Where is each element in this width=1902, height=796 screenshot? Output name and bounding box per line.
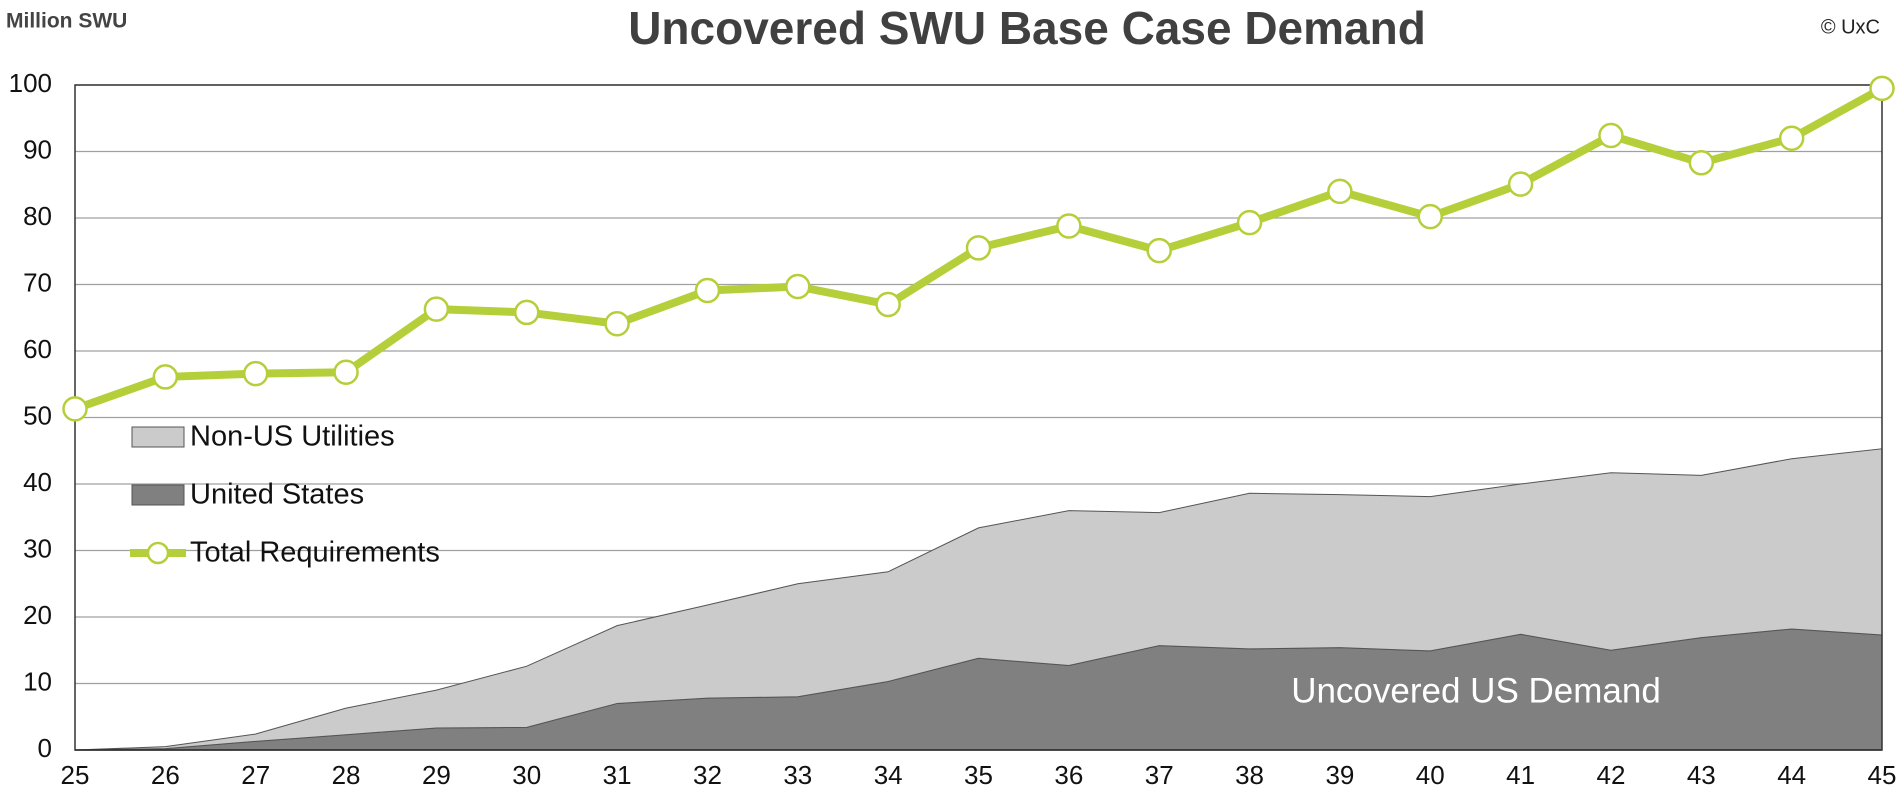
x-tick-label: 35: [964, 760, 993, 790]
x-tick-label: 31: [603, 760, 632, 790]
marker: [604, 310, 630, 337]
y-tick-label: 60: [23, 334, 52, 364]
x-tick-label: 44: [1777, 760, 1806, 790]
marker: [875, 291, 901, 318]
marker: [1327, 178, 1353, 205]
marker: [1869, 75, 1895, 102]
x-tick-label: 26: [151, 760, 180, 790]
marker: [1056, 213, 1082, 239]
y-tick-label: 20: [23, 600, 52, 630]
x-tick-label: 34: [874, 760, 903, 790]
x-tick-label: 33: [783, 760, 812, 790]
marker: [1778, 125, 1805, 151]
legend-label: United States: [190, 479, 364, 511]
x-tick-label: 45: [1868, 760, 1897, 790]
marker: [1507, 171, 1534, 197]
x-tick-label: 38: [1235, 760, 1264, 790]
x-tick-label: 36: [1054, 760, 1083, 790]
x-tick-label: 40: [1416, 760, 1445, 790]
x-tick-label: 30: [512, 760, 541, 790]
marker: [1688, 150, 1715, 176]
y-tick-label: 30: [23, 533, 52, 563]
legend-swatch: [131, 426, 185, 448]
y-tick-label: 100: [9, 68, 52, 98]
y-tick-label: 10: [23, 666, 52, 696]
x-tick-label: 37: [1145, 760, 1174, 790]
x-tick-label: 32: [693, 760, 722, 790]
marker: [514, 299, 540, 326]
credit: © UxC: [1821, 16, 1880, 38]
x-tick-label: 43: [1687, 760, 1716, 790]
y-tick-label: 70: [23, 267, 52, 297]
x-tick-label: 41: [1506, 760, 1535, 790]
x-tick-label: 28: [332, 760, 361, 790]
marker: [62, 396, 88, 422]
y-axis-label: Million SWU: [6, 10, 127, 33]
marker: [423, 296, 450, 322]
legend-label: Total Requirements: [190, 537, 440, 569]
x-tick-label: 25: [61, 760, 90, 790]
marker: [1236, 209, 1263, 236]
x-tick-label: 29: [422, 760, 451, 790]
marker: [965, 235, 992, 261]
marker: [1598, 122, 1624, 149]
y-tick-label: 90: [23, 134, 52, 164]
y-tick-label: 40: [23, 467, 52, 497]
marker: [333, 359, 359, 386]
legend-swatch: [131, 484, 185, 506]
marker: [242, 360, 269, 387]
x-tick-label: 27: [241, 760, 270, 790]
y-tick-label: 0: [38, 733, 52, 763]
y-tick-label: 50: [23, 400, 52, 430]
legend-label: Non-US Utilities: [190, 421, 395, 453]
legend-marker: [146, 541, 170, 565]
y-tick-label: 80: [23, 201, 52, 231]
x-tick-label: 42: [1596, 760, 1625, 790]
chart-title: Uncovered SWU Base Case Demand: [628, 2, 1426, 54]
x-tick-label: 39: [1325, 760, 1354, 790]
annotation: Uncovered US Demand: [1291, 671, 1661, 710]
marker: [785, 273, 811, 300]
marker: [152, 364, 179, 390]
marker: [1146, 237, 1172, 264]
marker: [694, 277, 721, 304]
marker: [1417, 203, 1443, 230]
